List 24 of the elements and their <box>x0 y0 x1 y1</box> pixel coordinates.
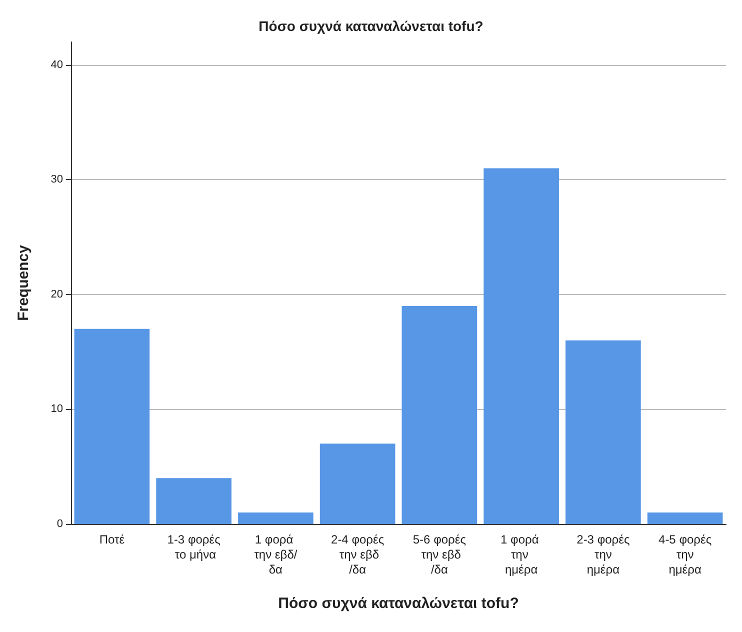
bar <box>647 512 723 524</box>
x-tick-label: 1-3 φορές το μήνα <box>167 532 221 562</box>
bar <box>402 306 478 524</box>
x-tick-label: 5-6 φορές την εβδ/δα <box>412 532 466 576</box>
y-tick-label: 0 <box>56 518 63 530</box>
bar <box>238 512 314 524</box>
y-tick-label: 40 <box>50 58 63 71</box>
bar <box>74 328 150 524</box>
x-tick-label: 1 φορά την ημέρα <box>500 532 542 576</box>
bar <box>484 168 559 524</box>
x-tick-label: 2-3 φορές την ημέρα <box>576 532 630 576</box>
bar <box>566 340 641 524</box>
x-tick-label: 1 φορά την εβδ/δα <box>254 532 298 576</box>
y-axis-title: Frequency <box>15 244 32 321</box>
y-tick-label: 10 <box>50 403 63 416</box>
x-tick-label: Ποτέ <box>99 532 126 546</box>
x-tick-label: 2-4 φορές την εβδ/δα <box>331 532 384 576</box>
chart-title: Πόσο συχνά καταναλώνεται tofu? <box>258 18 484 34</box>
bar <box>320 444 396 524</box>
x-axis-title: Πόσο συχνά καταναλώνεται tofu? <box>278 595 519 612</box>
bar <box>156 478 232 524</box>
x-tick-label: 4-5 φορές την ημέρα <box>658 532 712 576</box>
y-tick-label: 20 <box>50 288 63 300</box>
y-tick-label: 30 <box>50 174 63 186</box>
